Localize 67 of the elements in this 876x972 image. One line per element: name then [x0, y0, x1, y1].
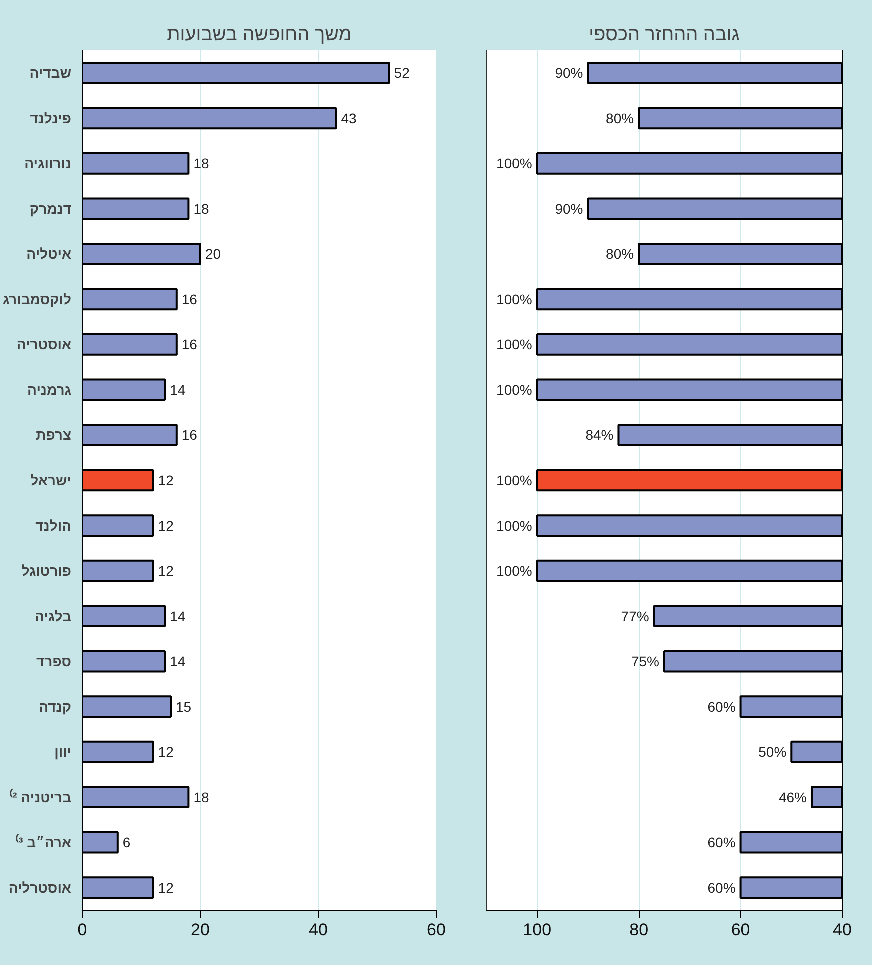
x-tick-label: 20 [191, 920, 210, 940]
data-label: 14 [170, 382, 186, 398]
data-label: 90% [555, 200, 584, 217]
data-label: 6 [122, 834, 131, 851]
y-tick-label: ספרד [36, 654, 72, 670]
data-label: 43 [341, 110, 357, 126]
data-label: 12 [158, 563, 174, 580]
x-tick-label: 100 [523, 920, 552, 940]
y-tick-label: הולנד [36, 518, 72, 534]
y-tick-label: בריטניה ²⁾ [10, 789, 72, 806]
data-label: 14 [170, 608, 186, 624]
x-tick-label: 40 [833, 920, 852, 940]
data-label: 15 [176, 698, 192, 715]
data-label: 80% [606, 110, 634, 126]
y-tick-label: יוון [54, 744, 72, 760]
y-tick-label: פינלנד [30, 110, 72, 126]
data-label: 75% [631, 654, 660, 670]
y-tick-label: קנדה [39, 698, 72, 715]
data-label: 84% [586, 427, 614, 444]
data-label: 16 [182, 336, 198, 353]
data-label: 100% [496, 563, 532, 580]
chart-title: משך החופשה בשבועות [167, 24, 352, 46]
data-label: 12 [158, 880, 174, 896]
data-label: 14 [170, 654, 186, 670]
y-tick-label: לוקסמבורג [3, 291, 72, 308]
data-label: 20 [206, 246, 222, 262]
data-label: 100% [496, 382, 532, 398]
x-tick-label: 60 [731, 920, 750, 940]
y-tick-label: אוסטרליה [8, 880, 72, 896]
data-label: 60% [708, 834, 736, 851]
y-tick-label: אוסטריה [16, 336, 72, 353]
data-label: 46% [778, 789, 807, 806]
data-label: 100% [496, 291, 532, 308]
data-label: 12 [158, 744, 174, 760]
y-tick-label: ארה״ב ³⁾ [16, 834, 72, 851]
y-tick-label: נורווגיה [24, 156, 72, 172]
data-label: 90% [555, 65, 584, 82]
data-label: 16 [182, 291, 198, 308]
x-tick-label: 40 [309, 920, 328, 940]
data-label: 50% [758, 744, 787, 760]
y-tick-label: בלגיה [34, 608, 72, 624]
data-label: 60% [708, 880, 736, 896]
data-label: 18 [194, 156, 210, 172]
data-label: 100% [496, 472, 532, 488]
x-tick-label: 0 [78, 920, 88, 940]
chart-title: גובה ההחזר הכספי [589, 24, 740, 46]
y-tick-label: פורטוגל [22, 563, 72, 580]
data-label: 18 [194, 789, 210, 806]
data-label: 77% [621, 608, 650, 624]
y-tick-label: שבדיה [30, 65, 72, 82]
y-tick-label: צרפת [36, 427, 72, 444]
y-tick-label: דנמרק [30, 200, 72, 217]
data-label: 52 [394, 65, 410, 82]
y-tick-label: איטליה [26, 246, 72, 262]
data-label: 100% [496, 518, 532, 534]
data-label: 100% [496, 336, 532, 353]
data-label: 100% [496, 156, 532, 172]
data-label: 80% [606, 246, 634, 262]
y-tick-label: גרמניה [28, 382, 72, 398]
x-tick-label: 80 [630, 920, 649, 940]
data-label: 12 [158, 472, 174, 488]
data-label: 16 [182, 427, 198, 444]
data-label: 60% [708, 698, 736, 715]
y-tick-label: ישראל [30, 472, 72, 488]
x-tick-label: 60 [427, 920, 446, 940]
data-label: 18 [194, 200, 210, 217]
data-label: 12 [158, 518, 174, 534]
